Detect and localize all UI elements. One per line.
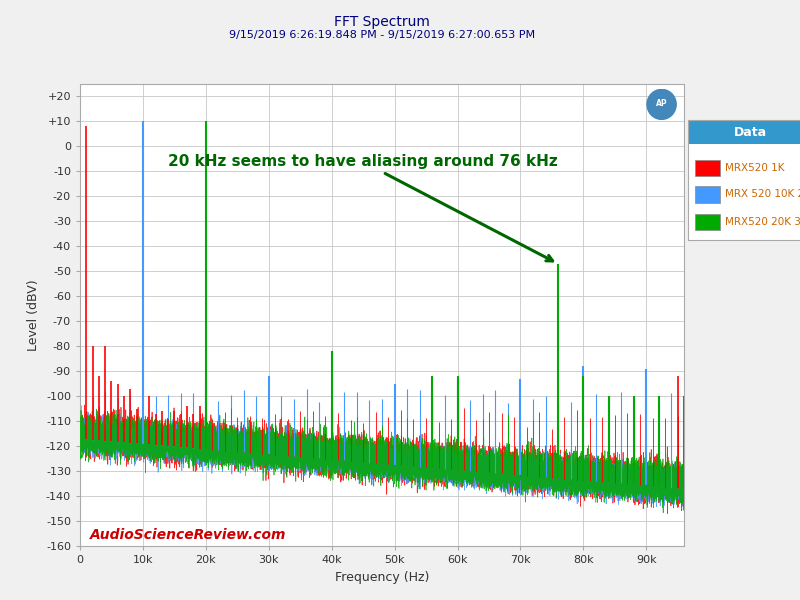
- Text: 9/15/2019 6:26:19.848 PM - 9/15/2019 6:27:00.653 PM: 9/15/2019 6:26:19.848 PM - 9/15/2019 6:2…: [229, 30, 535, 40]
- Text: MRX520 1K: MRX520 1K: [725, 163, 785, 173]
- Bar: [695, 214, 720, 230]
- Text: FFT Spectrum: FFT Spectrum: [334, 15, 430, 29]
- Text: MRX520 20K 3: MRX520 20K 3: [725, 217, 800, 227]
- Bar: [688, 120, 800, 144]
- Circle shape: [647, 89, 676, 119]
- Text: AudioScienceReview.com: AudioScienceReview.com: [90, 527, 286, 542]
- Text: MRX 520 10K 2: MRX 520 10K 2: [725, 190, 800, 199]
- Bar: [695, 160, 720, 176]
- Text: AP: AP: [656, 99, 667, 108]
- Text: 20 kHz seems to have aliasing around 76 kHz: 20 kHz seems to have aliasing around 76 …: [168, 154, 558, 261]
- Y-axis label: Level (dBV): Level (dBV): [27, 279, 40, 351]
- Text: Data: Data: [734, 125, 766, 139]
- Bar: [695, 186, 720, 203]
- X-axis label: Frequency (Hz): Frequency (Hz): [335, 571, 429, 584]
